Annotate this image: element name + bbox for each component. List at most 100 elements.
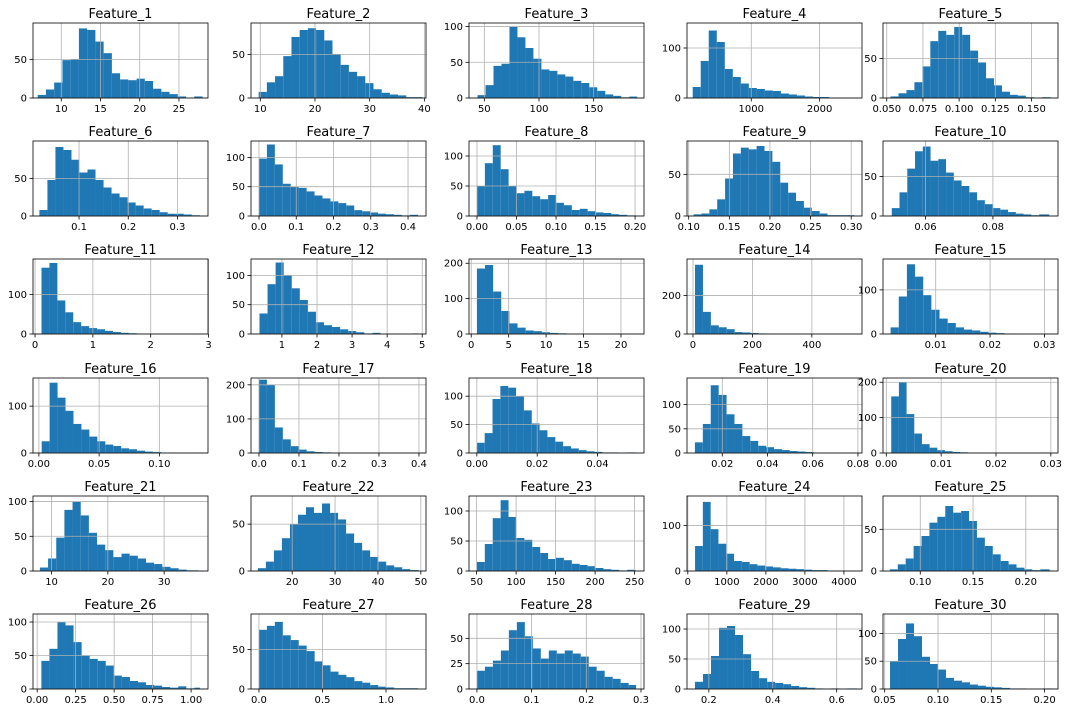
- panel-title: Feature_8: [525, 125, 589, 140]
- bar: [597, 90, 606, 98]
- y-tick-label: 100: [226, 153, 245, 164]
- bar: [57, 300, 66, 334]
- x-tick-label: 0.04: [586, 459, 608, 470]
- y-tick-label: 50: [864, 657, 877, 668]
- y-tick-label: 100: [444, 507, 463, 518]
- bar: [531, 423, 540, 453]
- bar: [49, 382, 58, 453]
- bar: [819, 213, 828, 216]
- panel-feature-25: 0.10 0.15 0.20 0 50 Feature_25: [864, 480, 1059, 588]
- x-tick-label: 0.25: [65, 695, 87, 706]
- bar: [976, 537, 985, 571]
- bar: [540, 553, 549, 571]
- y-tick-label: 0: [457, 330, 463, 341]
- x-tick-label: 0.3: [371, 459, 387, 470]
- bar: [39, 210, 48, 216]
- x-tick-label: 0.02: [526, 459, 548, 470]
- x-tick-label: 0.10: [909, 577, 931, 588]
- bar: [804, 569, 812, 571]
- x-tick-label: 0.15: [584, 222, 606, 233]
- y-tick-label: 50: [14, 532, 27, 543]
- bar: [930, 664, 938, 689]
- axes-frame: [32, 258, 209, 335]
- bar: [62, 60, 71, 98]
- axes-frame: [250, 258, 427, 335]
- bar: [556, 653, 565, 689]
- bar: [386, 565, 395, 572]
- x-tick-label: 400: [802, 340, 821, 351]
- x-tick-label: 0.15: [962, 577, 984, 588]
- y-tick-label: 0: [457, 685, 463, 696]
- bar: [613, 95, 622, 98]
- bar: [493, 65, 502, 98]
- bar: [717, 199, 726, 216]
- bar: [121, 553, 130, 571]
- bar: [258, 158, 267, 216]
- bar: [969, 192, 978, 216]
- bar: [565, 76, 574, 98]
- bar: [508, 517, 517, 571]
- x-tick-label: 0.20: [759, 222, 781, 233]
- bar: [73, 423, 82, 453]
- x-tick-label: 200: [586, 577, 605, 588]
- bar: [290, 186, 299, 216]
- axes-frame: [250, 140, 427, 217]
- bar: [290, 640, 299, 689]
- bar: [756, 89, 765, 98]
- bar: [324, 325, 333, 334]
- bar: [346, 533, 355, 571]
- bar: [596, 670, 605, 689]
- bar: [523, 410, 532, 453]
- bar: [710, 529, 719, 571]
- axes-frame: [250, 22, 427, 99]
- bar: [49, 262, 58, 334]
- bar: [898, 93, 907, 98]
- bar: [151, 210, 160, 216]
- bar: [524, 539, 533, 571]
- bar: [890, 327, 899, 334]
- panel-feature-19: 0.02 0.04 0.06 0.08 0 50 100 Feature_19: [662, 362, 869, 470]
- bar: [563, 205, 572, 216]
- bar: [734, 423, 743, 453]
- bar: [508, 630, 517, 689]
- bar: [385, 214, 394, 216]
- bar: [492, 518, 501, 571]
- bar: [330, 512, 339, 572]
- bar: [532, 648, 541, 689]
- y-tick-label: 50: [232, 182, 245, 193]
- bar: [821, 97, 830, 98]
- bar: [611, 569, 620, 571]
- bar: [87, 169, 96, 216]
- bar: [570, 448, 579, 453]
- axes-frame: [250, 377, 427, 454]
- bar: [843, 215, 855, 216]
- bar: [299, 300, 308, 334]
- x-tick-label: 1000: [714, 577, 739, 588]
- bar: [740, 147, 749, 216]
- x-tick-label: 0.2: [120, 222, 136, 233]
- y-tick-label: 25: [450, 659, 463, 670]
- x-tick-label: 0.15: [980, 695, 1002, 706]
- bar: [178, 569, 187, 571]
- bar: [767, 681, 776, 689]
- bar: [81, 429, 90, 453]
- bar: [476, 670, 485, 689]
- bar: [724, 69, 733, 98]
- bar: [324, 40, 333, 98]
- x-tick-label: 0.04: [756, 459, 778, 470]
- x-tick-label: 0.0: [251, 695, 267, 706]
- y-tick-label: 100: [858, 413, 877, 424]
- bar: [485, 85, 494, 98]
- bar: [899, 192, 908, 216]
- axes-frame: [32, 377, 209, 454]
- x-tick-label: 0.4: [765, 695, 781, 706]
- bar: [492, 399, 501, 453]
- axes-frame: [32, 613, 209, 690]
- bar: [627, 569, 636, 571]
- x-tick-label: 0.01: [930, 459, 952, 470]
- bar: [348, 71, 358, 98]
- bar: [393, 214, 402, 216]
- bar: [963, 329, 973, 334]
- x-tick-label: 0: [468, 340, 474, 351]
- y-tick-label: 0: [239, 212, 245, 223]
